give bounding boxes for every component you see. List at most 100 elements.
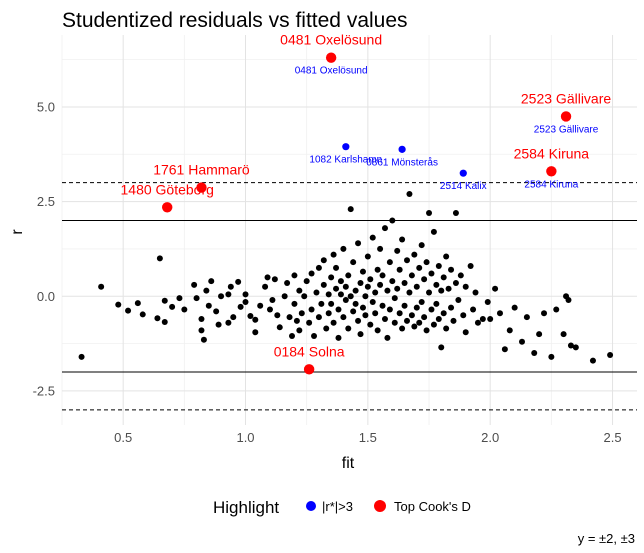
- point-label-blue: 2523 Gällivare: [534, 124, 599, 135]
- data-point: [337, 278, 344, 285]
- data-point: [291, 272, 298, 279]
- highlight-point-red: [325, 52, 337, 63]
- data-point: [379, 302, 386, 309]
- data-point: [450, 317, 457, 324]
- data-point: [438, 344, 445, 351]
- data-point: [306, 319, 313, 326]
- legend-label-red: Top Cook's D: [394, 499, 471, 514]
- y-tick-labels: -2.5 0.0 2.5 5.0: [33, 99, 55, 398]
- data-point: [404, 257, 410, 264]
- data-point: [315, 314, 322, 321]
- black-points: [78, 191, 614, 364]
- data-point: [386, 306, 393, 313]
- data-point: [198, 315, 205, 322]
- data-point: [369, 298, 376, 305]
- data-point: [98, 283, 105, 290]
- data-point: [342, 297, 349, 304]
- data-point: [362, 312, 369, 319]
- data-point: [225, 319, 232, 326]
- data-point: [411, 323, 418, 330]
- data-point: [541, 310, 548, 317]
- data-point: [352, 300, 359, 307]
- data-point: [318, 300, 325, 307]
- data-point: [428, 270, 435, 277]
- data-point: [284, 280, 291, 287]
- data-point: [399, 236, 406, 243]
- data-point: [440, 274, 447, 281]
- data-point: [401, 302, 408, 309]
- legend-swatch-blue: [306, 501, 316, 511]
- data-point: [357, 280, 364, 287]
- data-point: [242, 291, 249, 298]
- data-point: [408, 272, 415, 279]
- data-point: [394, 285, 401, 292]
- data-point: [452, 280, 459, 287]
- data-point: [470, 306, 477, 313]
- data-point: [479, 315, 486, 322]
- data-point: [372, 289, 379, 296]
- data-point: [156, 255, 163, 262]
- data-point: [364, 253, 371, 260]
- point-label-blue: 0481 Oxelösund: [295, 66, 368, 77]
- data-point: [474, 319, 481, 326]
- data-point: [384, 287, 391, 294]
- y-axis-label: r: [9, 229, 26, 235]
- data-point: [333, 285, 340, 292]
- legend-label-blue: |r*|>3: [322, 499, 353, 514]
- data-point: [506, 327, 513, 334]
- data-point: [169, 303, 176, 310]
- data-point: [430, 228, 437, 235]
- data-point: [154, 315, 161, 322]
- data-point: [293, 317, 300, 324]
- data-point: [325, 310, 332, 317]
- data-point: [296, 327, 303, 334]
- data-point: [548, 353, 555, 360]
- data-point: [289, 333, 295, 340]
- y-tick-label: -2.5: [33, 383, 55, 398]
- highlight-point-blue: [342, 143, 350, 151]
- data-point: [274, 312, 281, 319]
- data-point: [345, 325, 352, 332]
- data-point: [536, 331, 543, 338]
- point-label-blue: 2584 Kiruna: [524, 179, 578, 190]
- grid-lines: [61, 35, 637, 425]
- y-tick-label: 5.0: [37, 99, 55, 114]
- data-point: [208, 278, 215, 285]
- data-point: [389, 217, 396, 224]
- data-point: [218, 293, 225, 300]
- data-point: [333, 264, 340, 271]
- data-point: [416, 319, 423, 326]
- data-point: [357, 331, 364, 338]
- x-tick-label: 1.5: [359, 430, 377, 445]
- data-point: [369, 234, 376, 241]
- data-point: [301, 293, 308, 300]
- point-label-blue: 0861 Mönsterås: [366, 156, 438, 168]
- x-axis-label: fit: [342, 455, 355, 472]
- data-point: [276, 324, 283, 331]
- data-point: [511, 304, 518, 311]
- data-point: [435, 315, 442, 322]
- data-point: [330, 319, 337, 326]
- data-point: [205, 302, 212, 309]
- data-point: [381, 225, 388, 232]
- data-point: [237, 303, 244, 310]
- highlight-point-red: [196, 182, 207, 193]
- data-point: [350, 308, 357, 315]
- data-point: [215, 321, 222, 328]
- data-point: [355, 240, 362, 247]
- data-point: [191, 281, 198, 288]
- data-point: [359, 268, 366, 275]
- point-label-red: 1480 Göteborg: [121, 181, 214, 197]
- data-point: [335, 334, 342, 341]
- data-point: [448, 304, 455, 311]
- point-label-red: 0481 Oxelösund: [280, 32, 382, 48]
- data-point: [433, 281, 440, 288]
- data-point: [78, 353, 85, 360]
- y-tick-label: 2.5: [37, 194, 55, 209]
- data-point: [355, 317, 362, 324]
- data-point: [418, 242, 425, 249]
- data-point: [384, 334, 391, 341]
- data-point: [325, 291, 332, 298]
- data-point: [227, 283, 234, 290]
